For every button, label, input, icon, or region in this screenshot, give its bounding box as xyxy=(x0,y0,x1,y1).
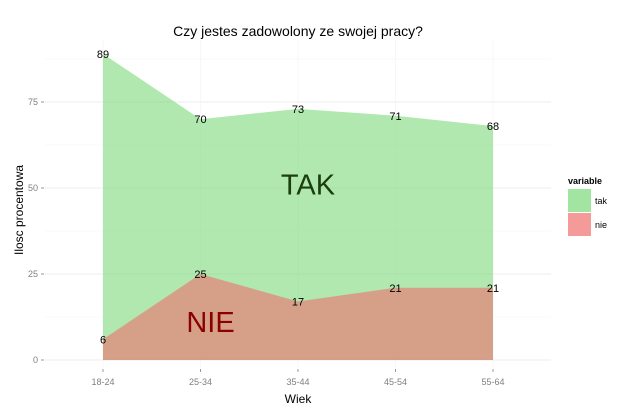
x-tick-label: 45-54 xyxy=(384,377,407,387)
data-label-tak: 71 xyxy=(389,111,401,123)
data-label-nie: 21 xyxy=(389,283,401,295)
x-tick-label: 18-24 xyxy=(91,377,114,387)
data-label-nie: 25 xyxy=(194,269,206,281)
y-tick-label: 0 xyxy=(33,355,38,365)
legend-key-nie xyxy=(568,213,591,236)
legend-key-tak xyxy=(568,189,591,212)
x-tick-label: 35-44 xyxy=(286,377,309,387)
y-tick-label: 75 xyxy=(28,97,38,107)
data-label-tak: 68 xyxy=(487,121,499,133)
data-label-nie: 6 xyxy=(100,334,106,346)
legend-label-nie: nie xyxy=(595,220,607,230)
annotation-label: TAK xyxy=(281,170,336,202)
legend: variable tak nie xyxy=(568,176,608,236)
data-label-nie: 17 xyxy=(292,297,304,309)
data-label-tak: 70 xyxy=(194,114,206,126)
x-axis-title: Wiek xyxy=(285,392,313,406)
legend-title: variable xyxy=(568,176,602,186)
x-tick-label: 25-34 xyxy=(189,377,212,387)
data-label-nie: 21 xyxy=(487,283,499,295)
y-axis-title: Ilosc procentowa xyxy=(12,165,26,255)
x-tick-label: 55-64 xyxy=(481,377,504,387)
data-labels: 89 70 73 71 68 6 25 17 21 21 xyxy=(97,49,499,347)
annotation-label: NIE xyxy=(186,307,234,339)
legend-label-tak: tak xyxy=(595,196,608,206)
annotations: TAK NIE xyxy=(186,170,335,340)
area-nie xyxy=(103,274,493,360)
chart-title: Czy jestes zadowolony ze swojej pracy? xyxy=(173,23,423,39)
axes: 0 25 50 75 18-24 25-34 35-44 45-54 55-64 xyxy=(28,97,505,387)
y-tick-label: 25 xyxy=(28,269,38,279)
plot-areas xyxy=(103,53,493,361)
data-label-tak: 89 xyxy=(97,49,109,61)
y-tick-label: 50 xyxy=(28,183,38,193)
data-label-tak: 73 xyxy=(292,104,304,116)
